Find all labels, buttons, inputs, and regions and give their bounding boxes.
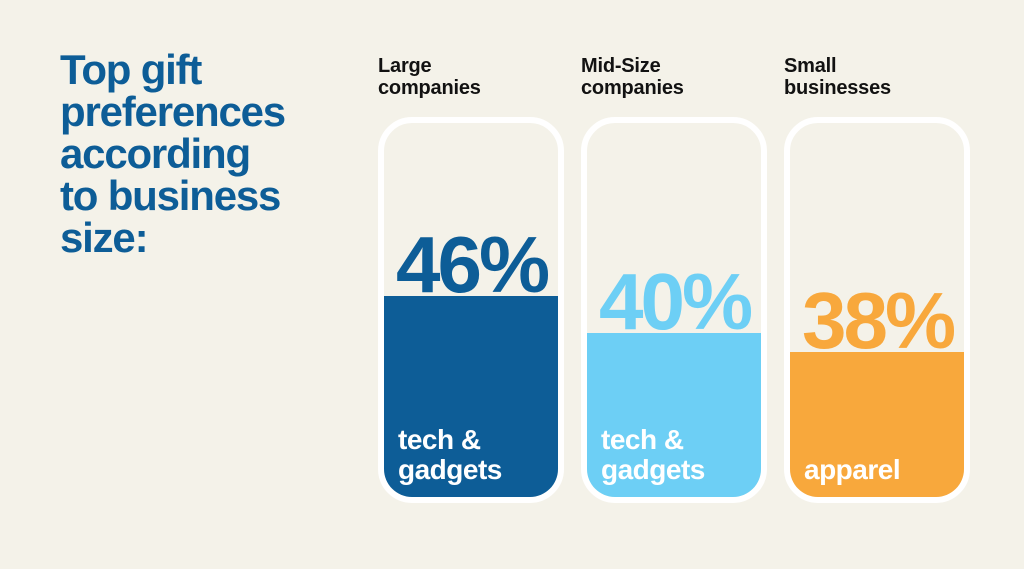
column-header: Small businesses [784,55,891,99]
column-header: Large companies [378,55,481,99]
column-header: Mid-Size companies [581,55,684,99]
bar-card: 38% apparel [784,117,970,503]
chart-column-small-businesses: Small businesses 38% apparel [784,55,970,503]
bar-fill: tech & gadgets [587,333,761,497]
chart-column-mid-size-companies: Mid-Size companies 40% tech & gadgets [581,55,767,503]
bar-chart: Large companies 46% tech & gadgets Mid-S… [378,55,970,503]
chart-column-large-companies: Large companies 46% tech & gadgets [378,55,564,503]
page-title-line: preferences [60,88,286,135]
bar-fill: tech & gadgets [384,296,558,497]
percent-value: 40% [599,257,753,346]
percent-value: 46% [396,220,550,309]
bar-category-label: tech & gadgets [601,424,705,485]
page-title-line: according [60,130,251,177]
percent-value: 38% [802,276,956,365]
bar-category-label: apparel [804,454,901,485]
page-title-line: Top gift [60,46,202,93]
bar-card: 46% tech & gadgets [378,117,564,503]
bar-category-label: tech & gadgets [398,424,502,485]
page-title-line: size: [60,214,149,261]
bar-fill: apparel [790,352,964,497]
bar-card: 40% tech & gadgets [581,117,767,503]
page-title-line: to business [60,172,281,219]
page-title: Top gift preferences according to busine… [60,46,286,261]
